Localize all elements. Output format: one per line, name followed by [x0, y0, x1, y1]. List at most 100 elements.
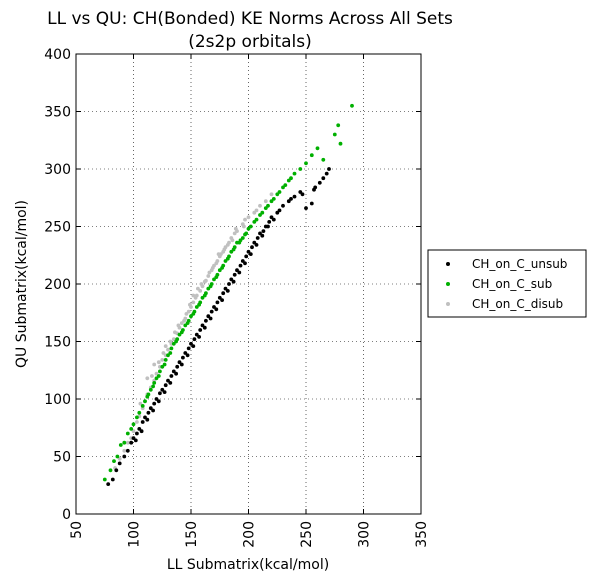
x-axis-label: LL Submatrix(kcal/mol) [167, 557, 329, 573]
y-tick-label: 400 [44, 47, 71, 63]
data-point [250, 245, 254, 250]
data-point [145, 417, 150, 422]
data-point [139, 429, 144, 434]
x-tick-label: 250 [299, 521, 315, 548]
data-point [152, 362, 157, 367]
data-point [258, 231, 262, 236]
data-point [216, 252, 221, 256]
data-point [269, 192, 274, 197]
data-point [156, 374, 161, 378]
data-point [186, 309, 191, 314]
data-point [229, 277, 234, 282]
data-point [151, 408, 156, 413]
data-point [289, 176, 293, 181]
data-point [181, 355, 185, 360]
data-point [183, 323, 188, 328]
data-point [200, 295, 205, 300]
data-points [102, 103, 354, 486]
data-point [277, 190, 282, 194]
data-point [214, 307, 219, 312]
data-point [266, 203, 270, 208]
data-point [304, 206, 308, 211]
data-point [214, 275, 219, 279]
data-point [185, 321, 190, 325]
data-point [143, 399, 147, 404]
data-point [260, 210, 265, 215]
data-point [102, 477, 107, 482]
data-point [350, 103, 354, 108]
data-point [206, 314, 211, 319]
data-point [248, 252, 253, 256]
data-point [315, 146, 320, 151]
data-point [271, 197, 276, 201]
data-point [106, 482, 111, 486]
data-point [169, 346, 174, 351]
data-point [176, 323, 181, 328]
data-point [160, 387, 165, 392]
data-point [173, 330, 177, 335]
data-point [125, 440, 130, 445]
data-point [281, 185, 285, 190]
data-point [135, 415, 139, 420]
data-point [210, 266, 215, 270]
chart-subtitle: (2s2p orbitals) [188, 32, 312, 52]
data-point [156, 399, 161, 404]
data-point [292, 171, 297, 176]
data-point [266, 224, 270, 229]
data-point [244, 254, 249, 259]
data-point [166, 347, 170, 352]
data-point [131, 429, 136, 434]
data-point [162, 362, 167, 367]
data-point [148, 406, 153, 411]
data-point [332, 132, 337, 137]
data-point [231, 247, 236, 252]
y-tick-label: 350 [44, 105, 71, 121]
data-point [206, 274, 211, 278]
data-point [269, 199, 274, 204]
data-point [197, 302, 202, 307]
data-point [215, 300, 220, 305]
data-point [229, 249, 234, 254]
data-point [118, 443, 123, 447]
y-tick-label: 250 [44, 220, 71, 236]
data-point [188, 302, 192, 307]
data-point [185, 353, 190, 358]
data-point [137, 410, 142, 415]
data-point [246, 215, 251, 220]
data-point [160, 358, 165, 362]
data-point [237, 240, 242, 245]
axis-ticks: 50 100 150 200 250 300 35005010015020025030035… [44, 47, 430, 548]
data-point [145, 394, 150, 399]
data-point [191, 312, 196, 316]
data-point [117, 461, 122, 466]
data-point [240, 236, 245, 240]
data-point [243, 261, 247, 266]
data-point [207, 270, 212, 275]
data-point [171, 369, 176, 374]
data-point [131, 422, 136, 427]
data-point [168, 351, 173, 355]
data-point [177, 360, 182, 365]
data-point [281, 203, 285, 208]
data-point [198, 328, 203, 332]
legend-marker [446, 262, 450, 266]
data-point [122, 440, 127, 445]
y-tick-label: 0 [62, 507, 71, 523]
data-point [166, 353, 170, 358]
data-point [261, 229, 266, 234]
data-point [197, 335, 202, 339]
data-point [179, 330, 184, 335]
data-point [248, 224, 253, 229]
data-point [321, 157, 326, 162]
data-point [312, 187, 316, 192]
series-CH_on_C_unsub [106, 167, 331, 486]
data-point [214, 261, 219, 266]
data-point [298, 167, 303, 171]
data-point [154, 376, 159, 381]
data-point [129, 427, 134, 431]
data-point [168, 339, 173, 344]
data-point [292, 194, 297, 199]
data-point [243, 217, 247, 222]
data-point [115, 454, 120, 459]
data-point [225, 256, 230, 261]
